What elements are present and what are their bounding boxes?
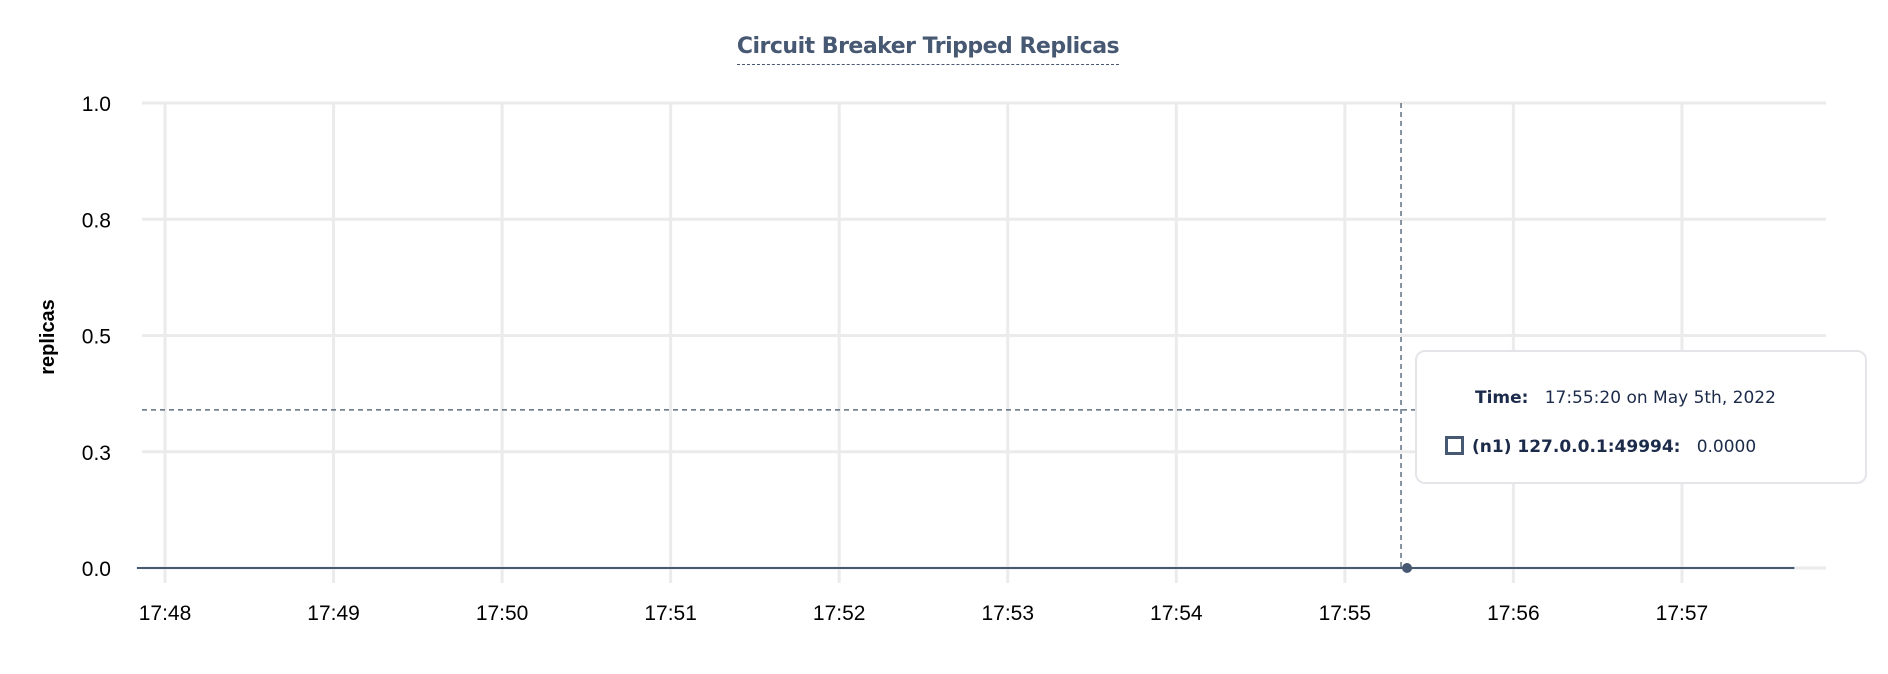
- x-tick-label: 17:54: [1150, 602, 1203, 625]
- tooltip-time-value: 17:55:20 on May 5th, 2022: [1544, 388, 1776, 408]
- x-tick-label: 17:50: [476, 602, 529, 625]
- y-tick-label: 0.5: [82, 326, 111, 349]
- chart-title[interactable]: Circuit Breaker Tripped Replicas: [0, 34, 1856, 65]
- tooltip-series-label: (n1) 127.0.0.1:49994:: [1472, 437, 1681, 457]
- x-tick-label: 17:56: [1487, 602, 1540, 625]
- series-swatch-icon: [1445, 436, 1464, 455]
- x-tick-label: 17:51: [644, 602, 697, 625]
- y-tick-label: 1.0: [82, 93, 111, 116]
- y-tick-label: 0.8: [82, 209, 111, 232]
- y-tick-label: 0.3: [82, 442, 111, 465]
- x-tick-label: 17:49: [307, 602, 360, 625]
- chart-title-text[interactable]: Circuit Breaker Tripped Replicas: [736, 34, 1120, 65]
- x-tick-label: 17:57: [1656, 602, 1709, 625]
- x-tick-label: 17:55: [1319, 602, 1372, 625]
- y-tick-label: 0.0: [82, 558, 111, 581]
- x-tick-label: 17:48: [139, 602, 192, 625]
- hover-point: [1402, 563, 1413, 573]
- tooltip-series-value: 0.0000: [1696, 437, 1757, 457]
- x-tick-label: 17:52: [813, 602, 866, 625]
- tooltip: Time: 17:55:20 on May 5th, 2022 (n1) 127…: [1415, 350, 1867, 484]
- x-tick-label: 17:53: [981, 602, 1034, 625]
- y-axis-label: replicas: [37, 299, 59, 375]
- tooltip-time-label: Time:: [1475, 388, 1529, 408]
